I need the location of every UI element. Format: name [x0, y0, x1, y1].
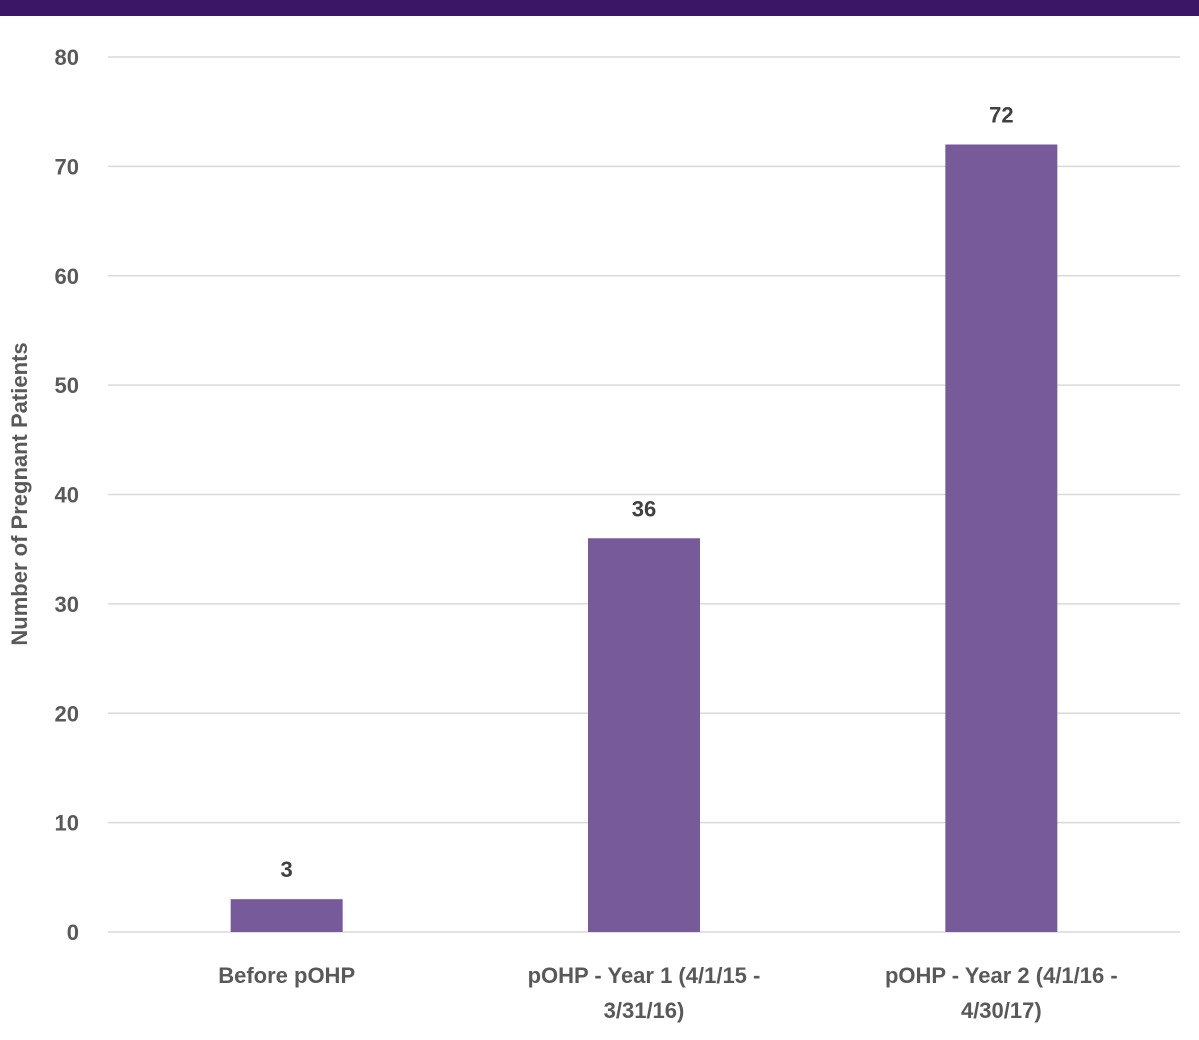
y-tick-label: 20	[55, 701, 79, 726]
bar	[945, 144, 1058, 932]
data-label: 36	[632, 496, 656, 521]
y-tick-label: 80	[55, 45, 79, 70]
category-label: pOHP - Year 1 (4/1/15 -	[528, 963, 761, 988]
data-label: 72	[989, 103, 1013, 128]
data-labels: 3 36 72	[281, 103, 1014, 883]
category-label: 3/31/16)	[604, 998, 685, 1023]
category-label: 4/30/17)	[961, 998, 1042, 1023]
x-axis-categories: Before pOHP pOHP - Year 1 (4/1/15 - 3/31/1…	[218, 963, 1118, 1023]
y-tick-label: 40	[55, 483, 79, 508]
data-label: 3	[281, 857, 293, 882]
y-tick-label: 70	[55, 154, 79, 179]
y-axis-ticks: 0 10 20 30 40 50 60 70 80	[55, 45, 79, 945]
y-axis-title: Number of Pregnant Patients	[7, 342, 32, 645]
bar	[230, 899, 343, 932]
y-tick-label: 60	[55, 264, 79, 289]
y-tick-label: 50	[55, 373, 79, 398]
bars	[230, 144, 1058, 932]
bar	[588, 538, 700, 932]
category-label: pOHP - Year 2 (4/1/16 -	[885, 963, 1118, 988]
header-bar	[0, 0, 1199, 16]
y-tick-label: 30	[55, 592, 79, 617]
y-tick-label: 0	[67, 920, 79, 945]
y-tick-label: 10	[55, 811, 79, 836]
category-label: Before pOHP	[218, 963, 355, 988]
